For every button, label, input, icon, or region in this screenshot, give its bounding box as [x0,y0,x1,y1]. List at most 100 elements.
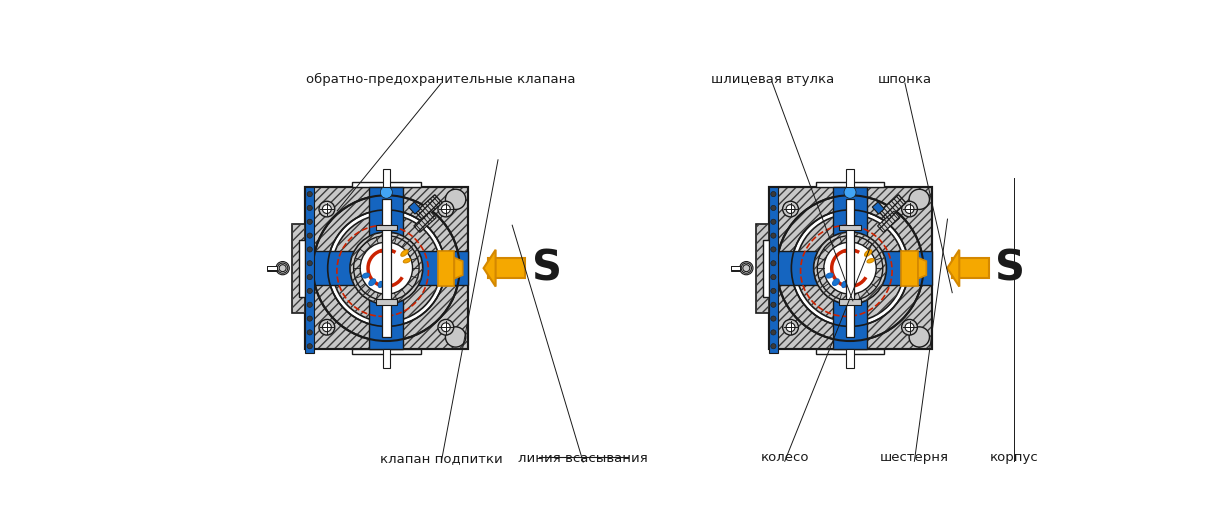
Circle shape [442,204,451,213]
Bar [382,199,391,337]
Circle shape [332,215,441,322]
Circle shape [313,195,459,341]
Bar [305,187,468,349]
Text: линия всасывания: линия всасывания [518,452,648,465]
Circle shape [740,262,753,275]
Bar [292,224,305,313]
Bar [305,251,468,285]
Bar [952,258,989,278]
Bar [839,225,861,230]
Circle shape [438,320,454,335]
Circle shape [770,205,777,211]
Circle shape [438,201,454,217]
Polygon shape [409,202,421,214]
Polygon shape [872,202,884,214]
Circle shape [308,302,313,307]
Bar [763,239,768,297]
Circle shape [783,320,799,335]
Circle shape [322,323,331,332]
Bar [901,251,918,286]
Bar [267,266,277,271]
Ellipse shape [363,273,369,278]
Circle shape [770,219,777,225]
Ellipse shape [867,259,874,263]
Ellipse shape [379,281,382,287]
Bar [769,187,778,353]
Circle shape [308,275,313,280]
Bar [369,187,403,349]
Circle shape [322,204,331,213]
Circle shape [446,327,465,347]
Bar [756,224,768,313]
Circle shape [905,204,915,213]
Circle shape [446,189,465,209]
Circle shape [770,261,777,266]
Circle shape [308,344,313,349]
Circle shape [770,192,777,197]
Bar [305,187,468,349]
Circle shape [350,232,422,304]
Circle shape [319,320,335,335]
Text: шпонка: шпонка [878,73,932,86]
Circle shape [901,320,917,335]
Text: обратно-предохранительные клапана: обратно-предохранительные клапана [306,73,576,86]
Ellipse shape [864,250,872,256]
Bar [816,349,884,354]
Text: колесо: колесо [761,451,810,464]
Text: S: S [995,247,1026,289]
Bar [382,349,391,367]
Circle shape [360,242,413,294]
Circle shape [308,233,313,238]
Circle shape [308,261,313,266]
Bar [731,266,740,271]
Circle shape [910,327,929,347]
Polygon shape [415,195,442,220]
Circle shape [319,201,335,217]
Circle shape [280,264,286,272]
Bar [846,169,853,187]
Circle shape [381,186,392,198]
Ellipse shape [369,279,376,286]
Circle shape [770,233,777,238]
Polygon shape [918,258,927,279]
Text: S: S [531,247,562,289]
Bar [305,187,314,353]
Bar [267,266,277,270]
Circle shape [742,264,750,272]
Circle shape [308,205,313,211]
Bar [756,224,768,313]
Circle shape [741,263,751,273]
Circle shape [276,262,289,275]
Bar [352,182,420,187]
Bar [768,187,932,349]
Polygon shape [484,250,496,287]
Bar [376,299,397,305]
Bar [382,169,391,187]
Circle shape [796,215,904,322]
Polygon shape [454,258,463,279]
Circle shape [783,201,799,217]
Ellipse shape [400,250,408,256]
Circle shape [770,247,777,252]
Circle shape [770,316,777,321]
Circle shape [844,186,856,198]
Circle shape [308,316,313,321]
Bar [839,299,861,305]
Circle shape [770,302,777,307]
Ellipse shape [827,273,833,278]
Bar [768,187,932,349]
Circle shape [786,204,795,213]
Circle shape [813,232,886,304]
Circle shape [308,219,313,225]
Polygon shape [878,211,900,233]
Circle shape [277,263,288,273]
Bar [768,187,932,349]
Circle shape [308,247,313,252]
Circle shape [910,189,929,209]
Circle shape [308,288,313,294]
Bar [846,349,853,367]
Circle shape [905,323,915,332]
Bar [305,187,468,349]
Circle shape [308,330,313,335]
Polygon shape [947,250,960,287]
